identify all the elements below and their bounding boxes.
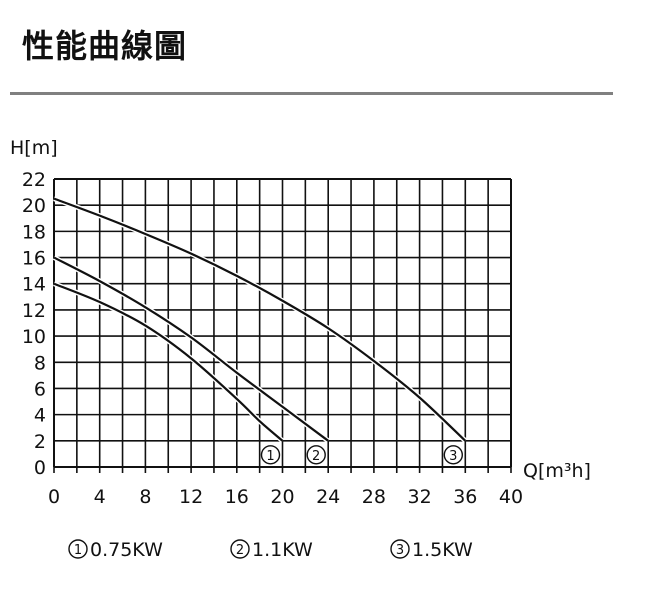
curve-marker-circle: [443, 445, 463, 465]
y-axis-label: H[m]: [10, 137, 58, 159]
x-tick-label: 16: [225, 486, 249, 508]
legend-marker-circle: [68, 539, 88, 559]
y-tick-label: 0: [34, 457, 46, 479]
y-tick-label: 4: [34, 405, 46, 427]
y-tick-label: 14: [22, 274, 46, 296]
x-axis-label: Q[m³h]: [523, 460, 591, 482]
y-tick-label: 22: [22, 169, 46, 191]
legend-marker-circle: [230, 539, 250, 559]
x-tick-label: 12: [179, 486, 203, 508]
curve-marker-circle: [260, 445, 281, 465]
x-tick-label: 24: [316, 486, 340, 508]
y-tick-label: 10: [22, 326, 46, 348]
curve-marker-label: 1: [266, 449, 274, 464]
legend-marker-circle: [390, 539, 410, 559]
y-tick-label: 18: [22, 221, 46, 243]
curve-line: [53, 256, 329, 442]
y-tick-label: 16: [22, 248, 46, 270]
x-tick-label: 28: [362, 486, 386, 508]
curve-marker-label: 2: [312, 449, 320, 464]
legend-marker-number: 3: [396, 543, 404, 558]
curve-marker-label: 3: [449, 449, 457, 464]
legend-label: 1.5KW: [412, 539, 473, 561]
x-tick-label: 32: [408, 486, 432, 508]
x-tick-label: 4: [94, 486, 106, 508]
legend: 1 0.75KW 2 1.1KW 3 1.5KW: [68, 539, 473, 561]
curves: [52, 196, 468, 443]
curve-line: [53, 197, 467, 442]
x-tick-label: 0: [48, 486, 60, 508]
curve-markers: 1 2 3: [260, 445, 463, 465]
y-tick-label: 20: [22, 195, 46, 217]
grid: [53, 178, 512, 473]
legend-marker-number: 1: [74, 543, 82, 558]
legend-marker-number: 2: [236, 543, 244, 558]
legend-label: 1.1KW: [252, 539, 313, 561]
legend-label: 0.75KW: [90, 539, 163, 561]
x-tick-label: 8: [139, 486, 151, 508]
y-tick-label: 6: [34, 378, 46, 400]
y-tick-label: 2: [34, 431, 46, 453]
curve-marker-circle: [306, 445, 326, 465]
x-tick-label: 36: [453, 486, 477, 508]
y-tick-label: 8: [34, 352, 46, 374]
curve-line: [53, 282, 284, 442]
page-title: 性能曲線圖: [22, 27, 188, 65]
y-tick-label: 12: [22, 300, 46, 322]
x-tick-label: 40: [499, 486, 523, 508]
title-divider: [10, 92, 613, 95]
x-tick-label: 20: [270, 486, 294, 508]
